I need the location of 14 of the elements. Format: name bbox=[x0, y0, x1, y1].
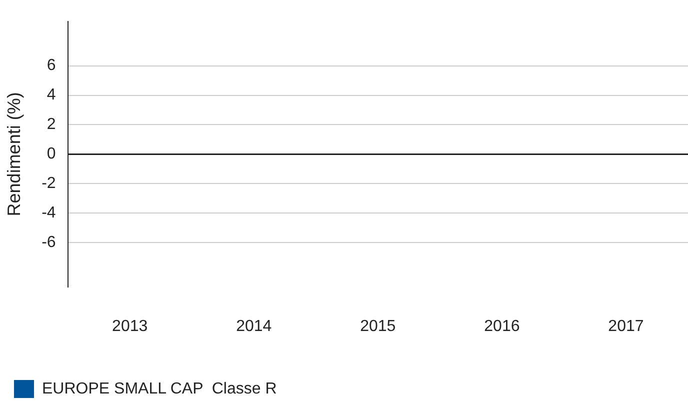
x-tick-label: 2016 bbox=[484, 318, 520, 335]
y-tick-label: 4 bbox=[46, 86, 56, 104]
y-tick-label: 6 bbox=[46, 57, 56, 74]
legend-label: EUROPE SMALL CAP Classe R bbox=[42, 380, 277, 398]
y-tick-label: -6 bbox=[42, 234, 56, 252]
y-tick-label: -4 bbox=[42, 204, 56, 222]
y-tick-label: 2 bbox=[46, 116, 56, 134]
y-tick-label: 0 bbox=[46, 146, 56, 163]
x-tick-label: 2014 bbox=[236, 318, 272, 335]
x-tick-label: 2013 bbox=[112, 318, 148, 335]
y-tick-label: -2 bbox=[42, 175, 56, 192]
y-axis-title: Rendimenti (%) bbox=[4, 92, 24, 216]
x-tick-label: 2017 bbox=[608, 318, 644, 335]
x-tick-label: 2015 bbox=[360, 318, 396, 335]
